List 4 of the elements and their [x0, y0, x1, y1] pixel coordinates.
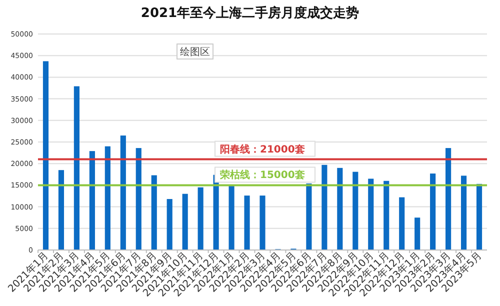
- annotation: 绘图区: [180, 46, 210, 58]
- ref-line-label: 阳春线：21000套: [220, 143, 305, 156]
- chart-title: 2021年至今上海二手房月度成交走势: [140, 5, 360, 21]
- ref-line-label: 荣枯线：15000套: [219, 169, 305, 182]
